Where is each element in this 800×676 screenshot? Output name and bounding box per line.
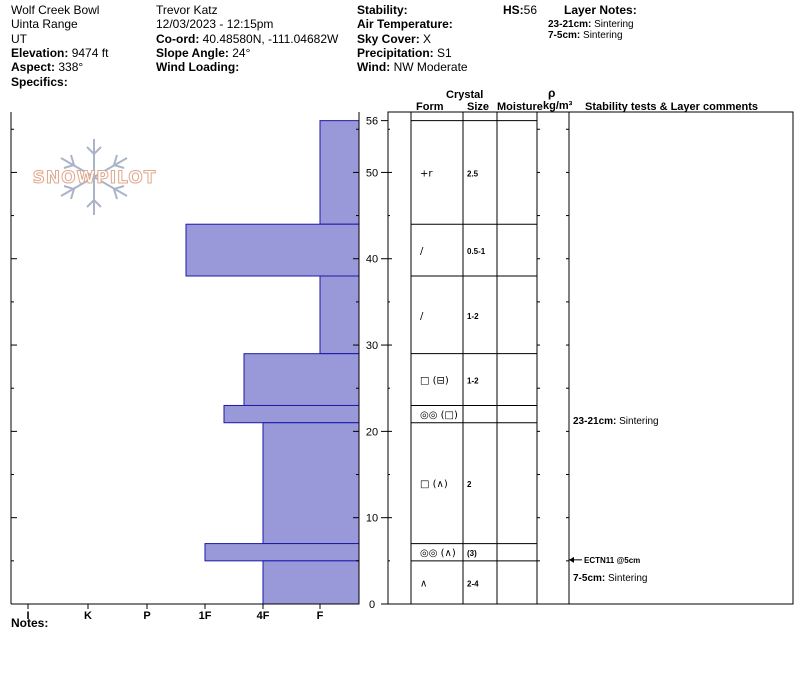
hardness-bar [223, 404, 360, 424]
layer-note-text: Sintering [594, 19, 634, 30]
stability-label: Stability: [357, 3, 408, 17]
elevation: Elevation: 9474 ft [11, 46, 108, 60]
specifics-label: Specifics: [11, 75, 68, 89]
hardness-bar [185, 223, 360, 277]
size-header: Size [467, 101, 490, 113]
crystal-size: 1-2 [467, 312, 479, 321]
x-tick-label: 1F [199, 610, 212, 622]
arrow-left-icon [569, 556, 574, 563]
sky-value: X [423, 32, 432, 46]
layer-note-text: Sintering [583, 30, 623, 41]
aspect-label: Aspect: [11, 60, 56, 74]
crystal-size: (3) [467, 549, 477, 558]
y-tick-label: 50 [366, 167, 378, 179]
layer-notes-label: Layer Notes: [564, 3, 637, 17]
crystal-size: 2-4 [467, 579, 479, 588]
logo-text: SNOWPILOT [32, 168, 157, 189]
x-tick-label: P [143, 610, 150, 622]
crystal-header: Crystal [446, 89, 484, 101]
snowpilot-logo: SNOWPILOT [32, 136, 157, 218]
elevation-value: 9474 ft [71, 46, 109, 60]
sky-cover: Sky Cover: X [357, 32, 431, 46]
crystal-form: □ (∧) [420, 479, 448, 490]
layer-note-depth: 7-5cm: [548, 30, 581, 41]
snowflake-icon [60, 139, 128, 215]
crystal-form: ◎◎ (∧) [420, 548, 456, 559]
precip-label: Precipitation: [357, 46, 434, 60]
layer-comment: 23-21cm: Sintering [573, 416, 659, 427]
coord-label: Co-ord: [156, 32, 200, 46]
hs-label: HS: [503, 3, 524, 17]
y-tick-label: 10 [366, 513, 378, 525]
crystal-form: □ (⊟) [420, 376, 449, 387]
crystal-form: / [420, 311, 424, 322]
layer-comment: 7-5cm: Sintering [573, 573, 647, 584]
slope-label: Slope Angle: [156, 46, 229, 60]
hs-value: 56 [523, 3, 538, 17]
aspect-value: 338° [58, 60, 84, 74]
y-tick-label: 30 [366, 340, 378, 352]
datetime: 12/03/2023 - 12:15pm [156, 17, 274, 31]
stability-test-result: ECTN11 @5cm [584, 556, 640, 565]
crystal-size: 2 [467, 480, 472, 489]
hardness-bar [262, 560, 360, 605]
range: Uinta Range [11, 17, 78, 31]
layer-note-depth: 23-21cm: [548, 19, 592, 30]
hardness-bar [319, 120, 360, 225]
y-tick-label: 40 [366, 254, 378, 266]
x-tick-label: F [317, 610, 324, 622]
layer-note-1: 23-21cm: Sintering [548, 19, 634, 30]
coord-value: 40.48580N, -111.04682W [202, 32, 339, 46]
sky-label: Sky Cover: [357, 32, 420, 46]
hs: HS:56 [503, 3, 537, 17]
wind-label: Wind: [357, 60, 391, 74]
location: Wolf Creek Bowl [11, 3, 100, 17]
y-tick-label: 20 [366, 426, 378, 438]
stability-header: Stability tests & Layer comments [585, 101, 759, 113]
crystal-size: 2.5 [467, 169, 479, 178]
crystal-form: ◎◎ (□) [420, 410, 458, 421]
coordinates: Co-ord: 40.48580N, -111.04682W [156, 32, 338, 46]
hardness-bar [319, 275, 360, 355]
precip-value: S1 [437, 46, 452, 60]
crystal-form: / [420, 246, 424, 257]
hardness-bar [243, 353, 360, 406]
observer: Trevor Katz [156, 3, 218, 17]
x-tick-label: 4F [257, 610, 270, 622]
notes-label: Notes: [11, 616, 49, 630]
y-tick-label: 56 [366, 116, 378, 128]
layer-note-2: 7-5cm: Sintering [548, 30, 623, 41]
y-tick-label: 0 [369, 599, 375, 611]
crystal-form: ∧ [420, 578, 427, 589]
layer-table-frame [387, 111, 794, 605]
wind-value: NW Moderate [393, 60, 468, 74]
crystal-size: 1-2 [467, 377, 479, 386]
wind: Wind: NW Moderate [357, 60, 468, 74]
form-header: Form [416, 101, 444, 113]
x-tick-label: K [84, 610, 92, 622]
precipitation: Precipitation: S1 [357, 46, 452, 60]
state: UT [11, 32, 27, 46]
aspect: Aspect: 338° [11, 60, 83, 74]
hardness-bar [204, 543, 360, 562]
density-unit: kg/m³ [543, 100, 573, 112]
air-temp-label: Air Temperature: [357, 17, 453, 31]
density-symbol: ρ [548, 86, 556, 100]
moisture-header: Moisture [497, 101, 543, 113]
slope-angle: Slope Angle: 24° [156, 46, 250, 60]
crystal-form: +r [420, 168, 433, 179]
wind-loading-label: Wind Loading: [156, 60, 240, 74]
elevation-label: Elevation: [11, 46, 69, 60]
slope-value: 24° [232, 46, 251, 60]
hardness-bar [262, 422, 360, 545]
x-tick-label: I [26, 610, 29, 622]
crystal-size: 0.5-1 [467, 247, 486, 256]
